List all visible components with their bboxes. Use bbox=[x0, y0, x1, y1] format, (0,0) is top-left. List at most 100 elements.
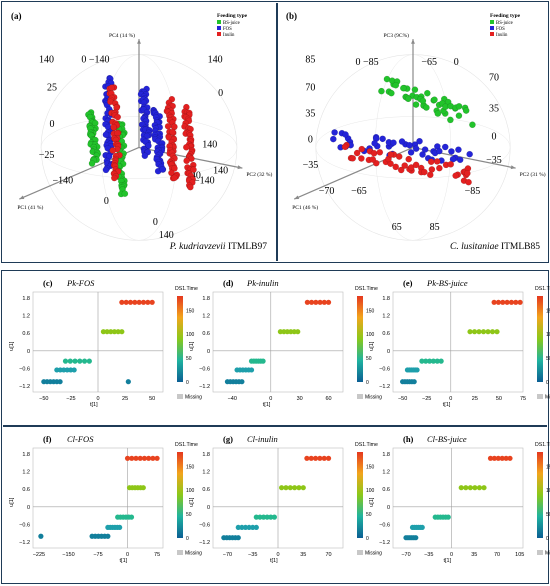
data-point bbox=[426, 171, 434, 179]
y-tick-label: −1.2 bbox=[379, 540, 390, 546]
data-point bbox=[342, 131, 349, 138]
data-point bbox=[434, 358, 440, 364]
colorbar-tick: 50 bbox=[186, 356, 192, 362]
data-point bbox=[513, 299, 519, 305]
legend-title: Feeding type bbox=[217, 13, 248, 19]
y-tick-label: −0.6 bbox=[199, 522, 210, 528]
data-point bbox=[119, 299, 125, 305]
x-axis-label: t[1] bbox=[443, 402, 451, 408]
y-tick-label: 1.2 bbox=[22, 470, 30, 476]
colorbar-tick: 150 bbox=[546, 464, 550, 470]
tick-label: 85 bbox=[305, 54, 315, 65]
y-tick-label: −0.6 bbox=[19, 522, 30, 528]
data-point bbox=[411, 379, 417, 385]
data-point bbox=[292, 485, 298, 491]
data-point bbox=[504, 299, 510, 305]
data-point bbox=[341, 143, 349, 151]
colorbar-tick: 0 bbox=[366, 380, 369, 386]
panel-label: (g) bbox=[223, 434, 233, 444]
legend-swatch bbox=[217, 32, 221, 36]
data-point bbox=[235, 535, 241, 541]
data-point bbox=[253, 524, 259, 531]
data-point bbox=[145, 142, 152, 149]
missing-swatch bbox=[177, 394, 183, 399]
y-tick-label: −0.6 bbox=[379, 522, 390, 528]
data-point bbox=[376, 149, 384, 156]
tick-label: 140 bbox=[159, 230, 174, 241]
data-point bbox=[390, 139, 397, 147]
data-point bbox=[271, 514, 277, 520]
data-point bbox=[494, 329, 500, 335]
data-point bbox=[279, 485, 285, 491]
data-point bbox=[433, 158, 441, 165]
data-point bbox=[312, 455, 319, 461]
y-tick-label: 1.2 bbox=[382, 470, 390, 476]
plot-area bbox=[212, 291, 344, 393]
y-tick-label: −1.2 bbox=[19, 540, 30, 546]
colorbar-tick: 50 bbox=[366, 356, 372, 362]
tick-label: 70 bbox=[489, 72, 499, 83]
tick-label: −140 bbox=[194, 176, 215, 187]
data-point bbox=[88, 160, 96, 167]
data-point bbox=[441, 143, 449, 151]
data-point bbox=[455, 103, 463, 110]
panel-label: (f) bbox=[43, 434, 52, 444]
data-point bbox=[438, 358, 444, 364]
data-point bbox=[154, 455, 160, 461]
x-tick-label: −50 bbox=[398, 396, 407, 402]
colorbar-tick: 100 bbox=[186, 332, 195, 338]
panel-title: Cl-inulin bbox=[247, 434, 278, 444]
colorbar-title: DS1.Time bbox=[535, 442, 550, 448]
missing-label: Missing bbox=[185, 551, 202, 557]
axis-label: PC3 (9C%) bbox=[383, 32, 409, 39]
colorbar bbox=[537, 452, 543, 538]
y-tick-label: −1.2 bbox=[19, 384, 30, 390]
data-point bbox=[404, 95, 412, 103]
data-point bbox=[159, 165, 166, 173]
data-point bbox=[183, 143, 190, 151]
data-point bbox=[125, 379, 131, 385]
tick-label: −65 bbox=[421, 57, 437, 68]
axis-arrow bbox=[237, 165, 243, 170]
colorbar-title: DS1.Time bbox=[355, 442, 378, 448]
x-tick-label: −50 bbox=[39, 396, 48, 402]
frame-top-divider bbox=[276, 3, 278, 261]
colorbar-tick: 150 bbox=[186, 464, 195, 470]
data-point bbox=[150, 455, 156, 461]
data-point bbox=[447, 161, 455, 168]
data-point bbox=[114, 113, 121, 121]
data-point bbox=[419, 151, 426, 158]
data-point bbox=[100, 329, 107, 335]
y-tick-label: 0 bbox=[27, 505, 30, 511]
colorbar-tick: 50 bbox=[186, 512, 192, 518]
colorbar-tick: 0 bbox=[546, 536, 549, 542]
axis-label: PC4 (14 %) bbox=[109, 32, 135, 39]
data-point bbox=[503, 455, 509, 461]
panel-label: (b) bbox=[286, 11, 297, 21]
axis-label: PC2 (32 %) bbox=[246, 171, 272, 178]
tick-label: 140 bbox=[208, 54, 223, 65]
y-axis-label: u[1] bbox=[9, 341, 15, 351]
data-point bbox=[411, 86, 419, 93]
axis-arrow bbox=[137, 39, 141, 44]
tick-label: −35 bbox=[486, 155, 502, 166]
x-tick-label: 25 bbox=[472, 396, 478, 402]
x-tick-label: 0 bbox=[269, 396, 272, 402]
data-point bbox=[109, 147, 117, 154]
legend-title: Feeding type bbox=[490, 13, 521, 19]
y-axis-label: u[1] bbox=[9, 497, 15, 507]
legend-entry: FOS bbox=[223, 27, 232, 32]
data-point bbox=[517, 299, 523, 305]
y-tick-label: 1.2 bbox=[202, 314, 210, 320]
tick-label: 140 bbox=[202, 139, 217, 150]
colorbar bbox=[357, 452, 363, 538]
colorbar-tick: 150 bbox=[366, 308, 375, 314]
x-tick-label: 0 bbox=[449, 396, 452, 402]
data-point bbox=[330, 135, 337, 143]
data-point bbox=[426, 358, 433, 364]
panel-title: Pk-inulin bbox=[246, 278, 279, 288]
x-tick-label: 35 bbox=[471, 552, 477, 558]
data-point bbox=[499, 455, 505, 461]
x-axis-label: t[1] bbox=[444, 558, 452, 564]
